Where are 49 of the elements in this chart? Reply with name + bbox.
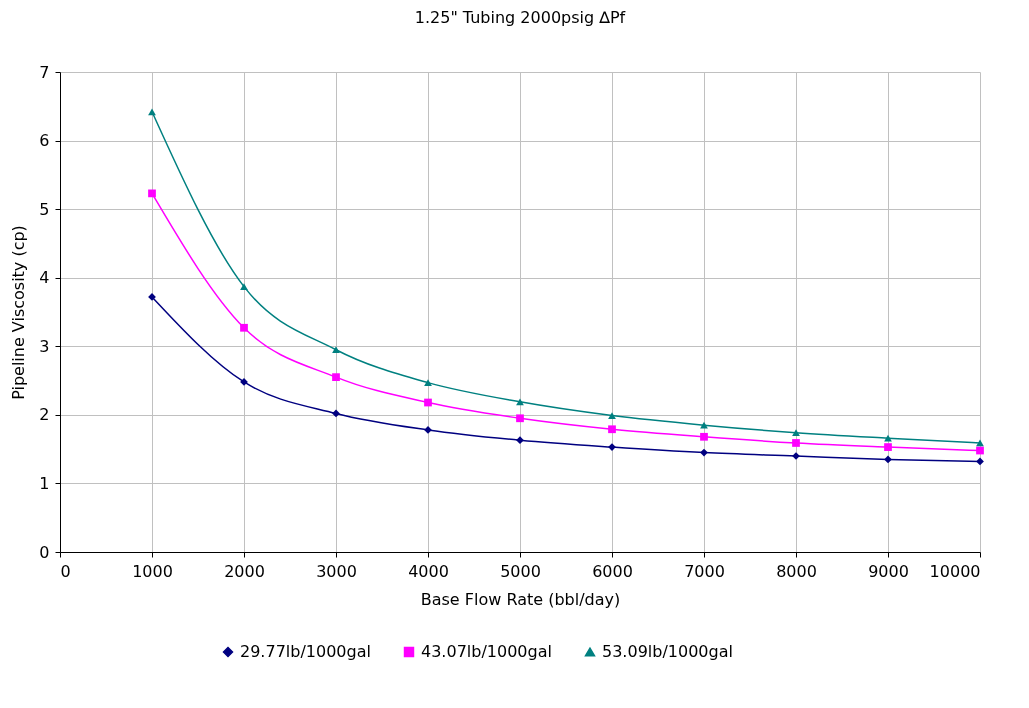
x-tick-label: 10000 <box>929 561 981 581</box>
point <box>148 108 156 116</box>
point <box>424 379 432 386</box>
point <box>332 346 340 354</box>
legend-label: 43.07lb/1000gal <box>421 642 552 661</box>
y-tick-label: 3 <box>39 336 50 356</box>
point <box>148 189 156 198</box>
x-tick-label: 8000 <box>776 561 817 581</box>
point <box>332 409 340 418</box>
point <box>608 425 616 434</box>
y-tick-label: 5 <box>39 199 50 219</box>
point <box>424 398 432 407</box>
y-tick-label: 0 <box>39 542 50 562</box>
point <box>516 436 524 445</box>
point <box>976 439 984 447</box>
x-tick-label: 6000 <box>592 561 633 581</box>
x-tick-label: 4000 <box>408 561 449 581</box>
chart-title: 1.25" Tubing 2000psig ∆Pf <box>414 8 626 27</box>
point <box>700 432 708 441</box>
point <box>608 412 616 419</box>
point <box>792 439 800 447</box>
y-tick-label: 4 <box>39 268 50 288</box>
x-tick-label: 1000 <box>132 561 173 581</box>
y-tick-label: 7 <box>39 62 50 82</box>
y-axis-title: Pipeline Viscosity (cp) <box>9 225 29 400</box>
point <box>240 323 248 332</box>
x-tick-label: 9000 <box>868 561 909 581</box>
point <box>976 446 984 455</box>
point <box>976 457 984 466</box>
point <box>240 283 248 290</box>
point <box>516 398 524 406</box>
x-axis-title: Base Flow Rate (bbl/day) <box>420 589 621 609</box>
point <box>884 455 892 464</box>
point <box>516 414 524 423</box>
y-tick-label: 6 <box>39 131 50 151</box>
point <box>884 434 892 442</box>
x-tick-label: 2000 <box>224 561 265 581</box>
point <box>792 429 800 437</box>
legend-label: 53.09lb/1000gal <box>602 642 733 661</box>
legend-label: 29.77lb/1000gal <box>240 642 371 661</box>
x-tick-label: 7000 <box>684 561 725 581</box>
y-tick-label: 2 <box>39 405 50 425</box>
y-tick-label: 1 <box>39 473 50 493</box>
x-tick-label: 0 <box>60 561 71 581</box>
x-tick-label: 5000 <box>500 561 541 581</box>
point <box>884 443 892 451</box>
x-tick-label: 3000 <box>316 561 357 581</box>
point <box>332 373 340 382</box>
point <box>700 448 708 457</box>
